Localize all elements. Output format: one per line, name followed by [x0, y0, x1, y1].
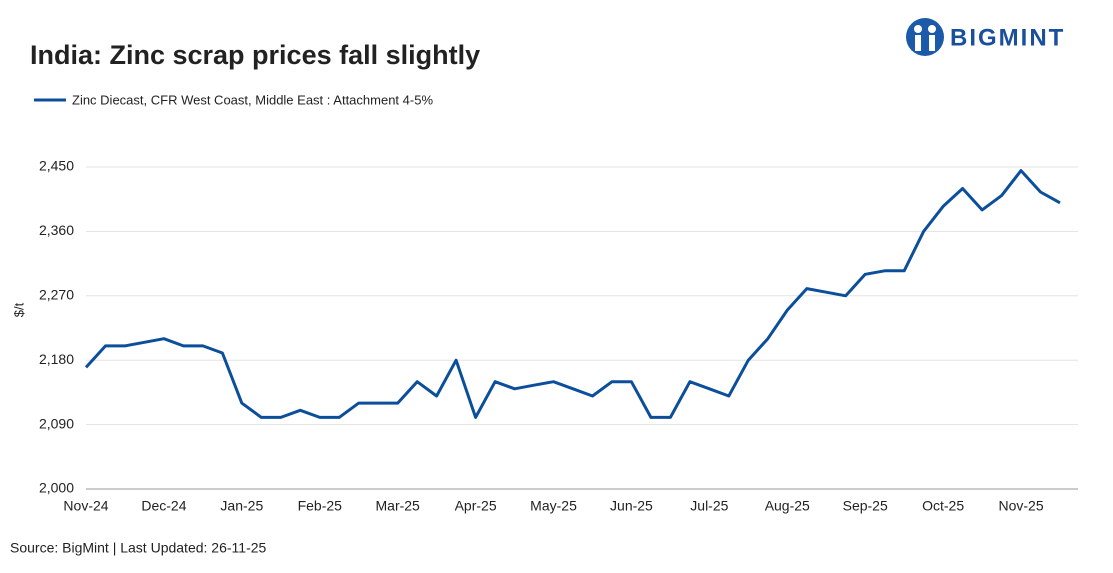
logo-icon-body	[915, 35, 921, 51]
y-tick-label: 2,180	[39, 351, 74, 367]
x-tick-label: Sep-25	[843, 498, 888, 514]
chart-title: India: Zinc scrap prices fall slightly	[30, 40, 480, 70]
source-note: Source: BigMint | Last Updated: 26-11-25	[10, 540, 267, 556]
logo-icon-head	[914, 25, 922, 33]
x-tick-label: Jul-25	[690, 498, 728, 514]
x-tick-label: Mar-25	[376, 498, 421, 514]
x-tick-label: Jan-25	[220, 498, 263, 514]
x-tick-label: Apr-25	[455, 498, 497, 514]
logo-text: BIGMINT	[950, 24, 1065, 51]
x-tick-label: Aug-25	[765, 498, 810, 514]
x-tick-label: Nov-25	[998, 498, 1043, 514]
logo-icon	[906, 18, 944, 56]
x-tick-label: Jun-25	[610, 498, 653, 514]
legend-label: Zinc Diecast, CFR West Coast, Middle Eas…	[72, 92, 433, 107]
data-line	[84, 169, 1061, 419]
logo-icon-body	[929, 35, 935, 51]
y-tick-label: 2,450	[39, 158, 74, 174]
x-tick-label: Feb-25	[298, 498, 343, 514]
y-tick-label: 2,090	[39, 415, 74, 431]
logo-icon-head	[928, 25, 936, 33]
x-tick-label: Nov-24	[63, 498, 108, 514]
y-tick-label: 2,000	[39, 480, 74, 496]
x-tick-label: Dec-24	[141, 498, 186, 514]
y-axis-label: $/t	[11, 302, 26, 317]
x-tick-label: May-25	[530, 498, 577, 514]
x-tick-label: Oct-25	[922, 498, 964, 514]
y-tick-label: 2,360	[39, 222, 74, 238]
logo: BIGMINT	[906, 18, 1065, 56]
y-tick-label: 2,270	[39, 287, 74, 303]
